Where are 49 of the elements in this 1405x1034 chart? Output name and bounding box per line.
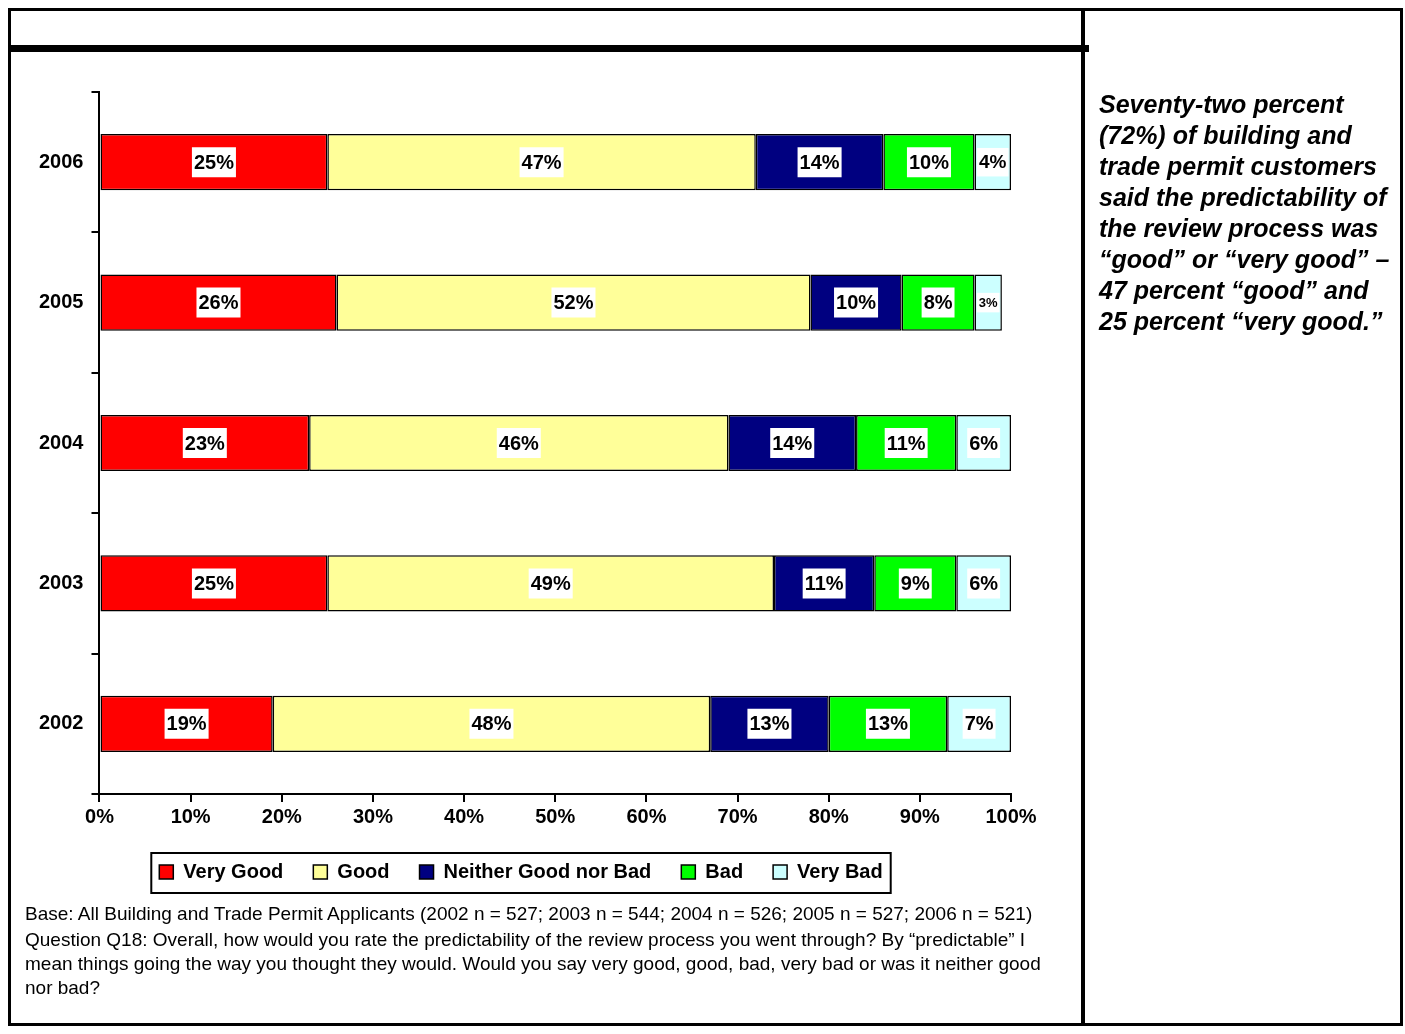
- data-label: 3%: [978, 295, 999, 311]
- text: Base: All Building and Trade Permit Applicants (2002 n = 527; 2003 n = 544; 2004 n = 526; 2005 n = 527; 2006 n = 521): [25, 902, 1034, 926]
- legend-label: Very Bad: [797, 859, 883, 882]
- data-label: 47%: [521, 150, 562, 173]
- y-tick-label: 2002: [38, 711, 84, 734]
- data-label: 6%: [969, 571, 999, 594]
- data-label: 8%: [923, 291, 953, 314]
- data-label: 7%: [964, 712, 994, 735]
- x-tick-label: 70%: [717, 804, 758, 827]
- y-tick-label: 2006: [38, 149, 84, 172]
- data-label: 23%: [184, 431, 226, 454]
- data-label: 19%: [166, 712, 207, 735]
- data-label: 25%: [193, 150, 235, 173]
- data-label: 11%: [804, 571, 844, 594]
- text: Question Q18: Overall, how would you rate the predictability of the review process you went through? By “predictable” I mean things going the way you thought they would. Would you say very good, good, bad, very bad or was it neither good nor bad?: [25, 928, 1042, 1000]
- data-label: 6%: [969, 431, 999, 454]
- legend-label: Bad: [705, 859, 744, 882]
- x-tick-label: 30%: [352, 804, 394, 827]
- x-tick-label: 50%: [535, 804, 576, 827]
- x-tick-label: 40%: [444, 804, 485, 827]
- x-tick-label: 10%: [170, 804, 211, 827]
- data-label: 52%: [553, 291, 594, 314]
- data-label: 10%: [908, 150, 950, 173]
- y-tick-label: 2005: [38, 290, 84, 313]
- data-label: 46%: [498, 431, 540, 454]
- data-label: 26%: [198, 291, 239, 314]
- legend-label: Very Good: [183, 859, 284, 882]
- data-label: 14%: [799, 150, 840, 173]
- data-label: 13%: [867, 712, 909, 735]
- x-tick-label: 20%: [261, 804, 303, 827]
- x-tick-label: 100%: [985, 804, 1037, 827]
- data-label: 4%: [979, 151, 1007, 173]
- data-label: 14%: [772, 431, 813, 454]
- data-label: 13%: [749, 712, 790, 735]
- text: Seventy-two percent (72%) of building and trade permit customers said the predictability of the review process was “good” or “very good” – 47 percent “good” and 25 percent “very good.”: [1097, 89, 1391, 337]
- legend-label: Good: [337, 859, 390, 882]
- y-tick-label: 2004: [38, 430, 85, 453]
- data-label: 49%: [530, 571, 571, 594]
- x-tick-label: 80%: [808, 804, 849, 827]
- x-tick-label: 90%: [899, 804, 941, 827]
- data-label: 11%: [886, 431, 926, 454]
- x-tick-label: 0%: [85, 804, 115, 827]
- data-label: 10%: [836, 291, 877, 314]
- data-label: 9%: [900, 571, 930, 594]
- y-tick-label: 2003: [38, 570, 84, 593]
- legend-label: Neither Good nor Bad: [443, 859, 652, 882]
- x-tick-label: 60%: [626, 804, 667, 827]
- data-label: 25%: [193, 571, 235, 594]
- data-label: 48%: [471, 712, 512, 735]
